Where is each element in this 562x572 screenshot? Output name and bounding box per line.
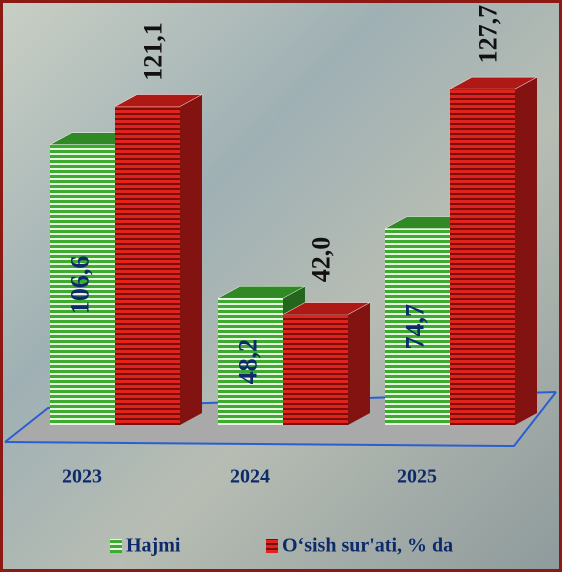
value-label: 74,7 [400, 304, 429, 350]
legend-marker [266, 539, 278, 553]
bar [283, 314, 348, 425]
bar-side [180, 94, 202, 425]
bar-side [515, 77, 537, 426]
value-label: 48,2 [233, 339, 262, 385]
legend-marker [110, 539, 122, 553]
bar [115, 106, 180, 425]
value-label: 106,6 [65, 256, 94, 315]
x-tick-label: 2023 [62, 466, 102, 488]
value-label: 42,0 [306, 237, 335, 283]
legend-label: O‘sish sur'ati, % da [282, 535, 453, 557]
bar [385, 228, 450, 425]
legend-label: Hajmi [126, 535, 181, 557]
x-tick-label: 2024 [230, 466, 270, 488]
bar [218, 298, 283, 425]
value-label: 127,7 [473, 5, 502, 64]
floor-edge [4, 391, 557, 448]
bar-side [348, 302, 370, 425]
x-tick-label: 2025 [397, 466, 437, 488]
value-label: 121,1 [138, 22, 167, 81]
bar [450, 89, 515, 426]
bar [50, 144, 115, 425]
